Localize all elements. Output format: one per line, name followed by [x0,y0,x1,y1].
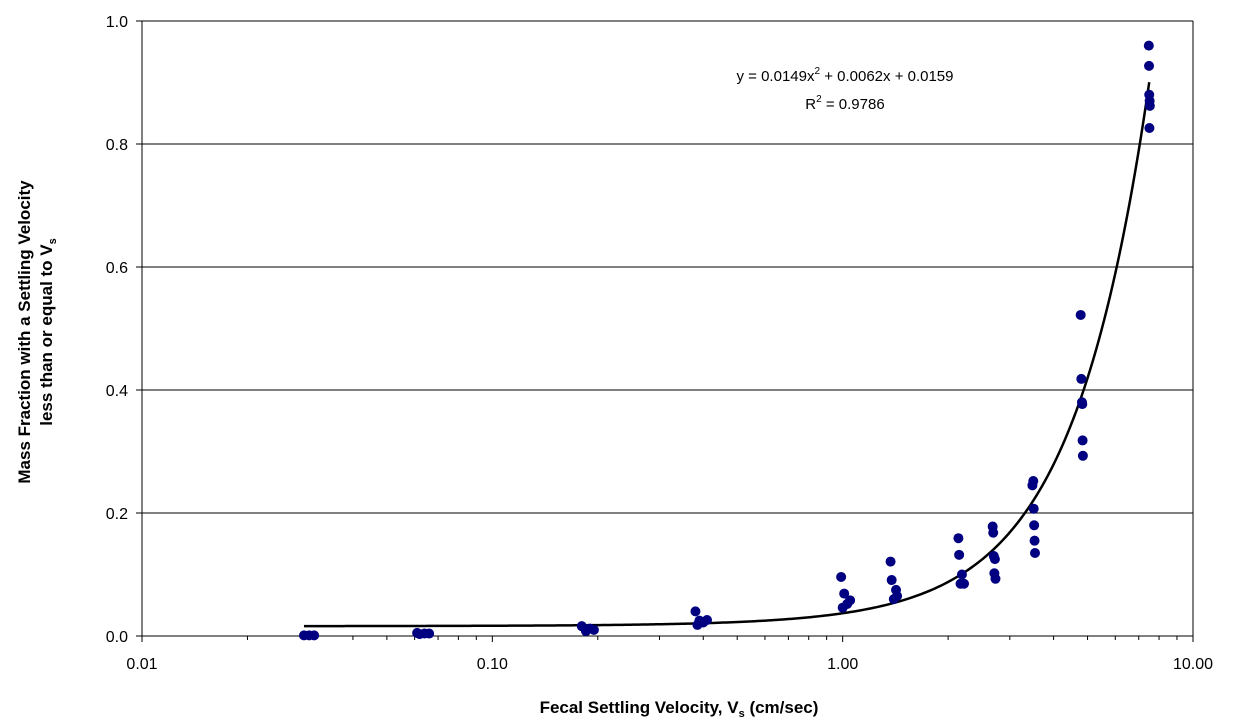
y-tick-label: 0.6 [106,260,128,277]
data-point [1028,476,1039,487]
data-point [1030,547,1040,558]
data-point [424,628,435,639]
data-point [845,595,856,606]
data-point [1029,535,1040,546]
y-tick-label: 0.8 [106,137,128,154]
data-point [988,527,999,538]
trendline-equation: y = 0.0149x2 + 0.0062x + 0.0159 [737,66,954,85]
data-point [1144,60,1155,71]
data-point [956,569,967,580]
data-point [989,554,1000,565]
x-tick-label: 0.10 [477,656,508,673]
data-point [839,588,850,599]
data-point [892,591,903,602]
data-point [1028,503,1039,514]
r-squared-label: R2 = 0.9786 [805,94,884,113]
data-point [885,556,896,567]
x-tick-label: 10.00 [1173,656,1213,673]
data-point [959,578,970,589]
y-axis-title-line1: Mass Fraction with a Settling Velocity [15,180,34,484]
x-axis-title: Fecal Settling Velocity, Vs (cm/sec) [540,698,819,720]
x-tick-label: 0.01 [126,656,157,673]
data-point [953,533,964,544]
y-axis-title-line2: less than or equal to Vs [37,238,59,426]
data-point [588,624,599,635]
trendline [303,81,1151,628]
x-tick-label: 1.00 [827,656,858,673]
trendline-layer [303,81,1151,628]
data-point [1076,373,1087,384]
data-point [690,606,701,617]
y-tick-label: 0.4 [106,383,128,400]
data-point [1144,123,1155,134]
data-point [1077,399,1088,410]
data-point [1144,100,1155,111]
data-point [1077,435,1088,446]
data-point [886,575,897,586]
data-point [1029,520,1040,531]
data-point [954,549,965,560]
data-point [702,615,713,626]
y-tick-label: 0.2 [106,506,128,523]
data-points [298,40,1155,641]
y-tick-label: 0.0 [106,629,128,646]
data-point [836,571,847,582]
data-point [1077,450,1088,461]
gridlines [142,20,1193,514]
data-point [309,630,320,641]
tick-labels: 0.0 0.2 0.4 0.6 0.8 1.0 0.01 0.10 1.00 10.00 [106,14,1213,673]
data-point [990,573,1001,584]
y-tick-label: 1.0 [106,14,128,31]
data-point [1075,309,1086,320]
data-point [1143,40,1154,51]
